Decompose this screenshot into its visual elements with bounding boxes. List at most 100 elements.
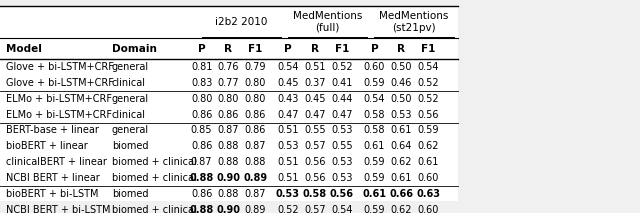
Text: 0.53: 0.53 — [390, 110, 412, 120]
Text: i2b2 2010: i2b2 2010 — [215, 17, 268, 27]
Text: 0.80: 0.80 — [218, 94, 239, 104]
Text: 0.51: 0.51 — [277, 125, 299, 135]
Text: 0.54: 0.54 — [417, 62, 439, 72]
Text: 0.58: 0.58 — [364, 110, 385, 120]
Text: clinicalBERT + linear: clinicalBERT + linear — [6, 157, 108, 167]
Text: 0.55: 0.55 — [304, 125, 326, 135]
Text: Model: Model — [6, 44, 42, 54]
Text: 0.86: 0.86 — [244, 125, 266, 135]
Text: 0.54: 0.54 — [277, 62, 299, 72]
Text: F1: F1 — [248, 44, 262, 54]
Text: 0.58: 0.58 — [303, 189, 327, 199]
Text: P: P — [198, 44, 205, 54]
Text: 0.50: 0.50 — [390, 94, 412, 104]
Text: clinical: clinical — [112, 110, 146, 120]
Text: 0.53: 0.53 — [277, 141, 299, 151]
Text: Domain: Domain — [112, 44, 157, 54]
Text: 0.44: 0.44 — [331, 94, 353, 104]
Text: 0.45: 0.45 — [304, 94, 326, 104]
Text: 0.61: 0.61 — [364, 141, 385, 151]
Text: 0.45: 0.45 — [277, 78, 299, 88]
Text: F1: F1 — [335, 44, 349, 54]
Text: 0.53: 0.53 — [331, 173, 353, 183]
Text: NCBI BERT + linear: NCBI BERT + linear — [6, 173, 100, 183]
Text: 0.89: 0.89 — [244, 205, 266, 213]
Text: 0.86: 0.86 — [218, 110, 239, 120]
Text: general: general — [112, 62, 149, 72]
Text: Glove + bi-LSTM+CRF: Glove + bi-LSTM+CRF — [6, 62, 115, 72]
Text: P: P — [371, 44, 378, 54]
Text: ELMo + bi-LSTM+CRF: ELMo + bi-LSTM+CRF — [6, 94, 113, 104]
Text: 0.88: 0.88 — [218, 141, 239, 151]
Text: 0.87: 0.87 — [244, 189, 266, 199]
Text: 0.62: 0.62 — [417, 141, 439, 151]
Text: 0.61: 0.61 — [362, 189, 387, 199]
Text: biomed: biomed — [112, 141, 148, 151]
Text: 0.52: 0.52 — [277, 205, 299, 213]
Text: F1: F1 — [421, 44, 435, 54]
Text: 0.56: 0.56 — [304, 157, 326, 167]
Text: 0.60: 0.60 — [417, 205, 439, 213]
Text: NCBI BERT + bi-LSTM: NCBI BERT + bi-LSTM — [6, 205, 111, 213]
Text: 0.85: 0.85 — [191, 125, 212, 135]
Text: R: R — [225, 44, 232, 54]
Text: biomed + clinical: biomed + clinical — [112, 157, 196, 167]
Text: 0.62: 0.62 — [390, 157, 412, 167]
Text: 0.63: 0.63 — [416, 189, 440, 199]
Text: 0.51: 0.51 — [277, 173, 299, 183]
Text: MedMentions
(full): MedMentions (full) — [293, 11, 362, 33]
Text: 0.60: 0.60 — [364, 62, 385, 72]
Text: 0.57: 0.57 — [304, 141, 326, 151]
Text: 0.76: 0.76 — [218, 62, 239, 72]
Text: MedMentions
(st21pv): MedMentions (st21pv) — [380, 11, 449, 33]
Text: 0.37: 0.37 — [304, 78, 326, 88]
Text: 0.90: 0.90 — [216, 205, 241, 213]
Text: 0.86: 0.86 — [191, 110, 212, 120]
Text: 0.54: 0.54 — [331, 205, 353, 213]
Text: general: general — [112, 125, 149, 135]
Text: R: R — [397, 44, 405, 54]
Text: 0.52: 0.52 — [331, 62, 353, 72]
Text: BERT-base + linear: BERT-base + linear — [6, 125, 99, 135]
Text: 0.86: 0.86 — [191, 141, 212, 151]
Text: 0.61: 0.61 — [390, 125, 412, 135]
Text: 0.56: 0.56 — [330, 189, 354, 199]
Text: 0.52: 0.52 — [417, 78, 439, 88]
Text: 0.86: 0.86 — [244, 110, 266, 120]
Text: 0.47: 0.47 — [277, 110, 299, 120]
Text: 0.58: 0.58 — [364, 125, 385, 135]
Text: 0.64: 0.64 — [390, 141, 412, 151]
Text: 0.90: 0.90 — [216, 173, 241, 183]
Text: bioBERT + linear: bioBERT + linear — [6, 141, 88, 151]
Text: 0.88: 0.88 — [218, 157, 239, 167]
Text: 0.88: 0.88 — [189, 205, 214, 213]
Text: 0.86: 0.86 — [191, 189, 212, 199]
Bar — [0, 6, 458, 213]
Text: 0.52: 0.52 — [417, 94, 439, 104]
Text: biomed: biomed — [112, 189, 148, 199]
Text: ELMo + bi-LSTM+CRF: ELMo + bi-LSTM+CRF — [6, 110, 113, 120]
Text: 0.59: 0.59 — [364, 78, 385, 88]
Text: 0.83: 0.83 — [191, 78, 212, 88]
Text: 0.79: 0.79 — [244, 62, 266, 72]
Text: Glove + bi-LSTM+CRF: Glove + bi-LSTM+CRF — [6, 78, 115, 88]
Text: 0.88: 0.88 — [244, 157, 266, 167]
Text: clinical: clinical — [112, 78, 146, 88]
Text: 0.87: 0.87 — [244, 141, 266, 151]
Text: 0.55: 0.55 — [331, 141, 353, 151]
Text: 0.47: 0.47 — [304, 110, 326, 120]
Text: 0.47: 0.47 — [331, 110, 353, 120]
Text: 0.60: 0.60 — [417, 173, 439, 183]
Text: P: P — [284, 44, 292, 54]
Text: 0.87: 0.87 — [218, 125, 239, 135]
Text: 0.50: 0.50 — [390, 62, 412, 72]
Text: 0.61: 0.61 — [390, 173, 412, 183]
Text: 0.80: 0.80 — [191, 94, 212, 104]
Text: 0.56: 0.56 — [304, 173, 326, 183]
Text: 0.51: 0.51 — [304, 62, 326, 72]
Text: 0.66: 0.66 — [389, 189, 413, 199]
Text: R: R — [311, 44, 319, 54]
Text: 0.81: 0.81 — [191, 62, 212, 72]
Text: 0.62: 0.62 — [390, 205, 412, 213]
Text: biomed + clinical: biomed + clinical — [112, 173, 196, 183]
